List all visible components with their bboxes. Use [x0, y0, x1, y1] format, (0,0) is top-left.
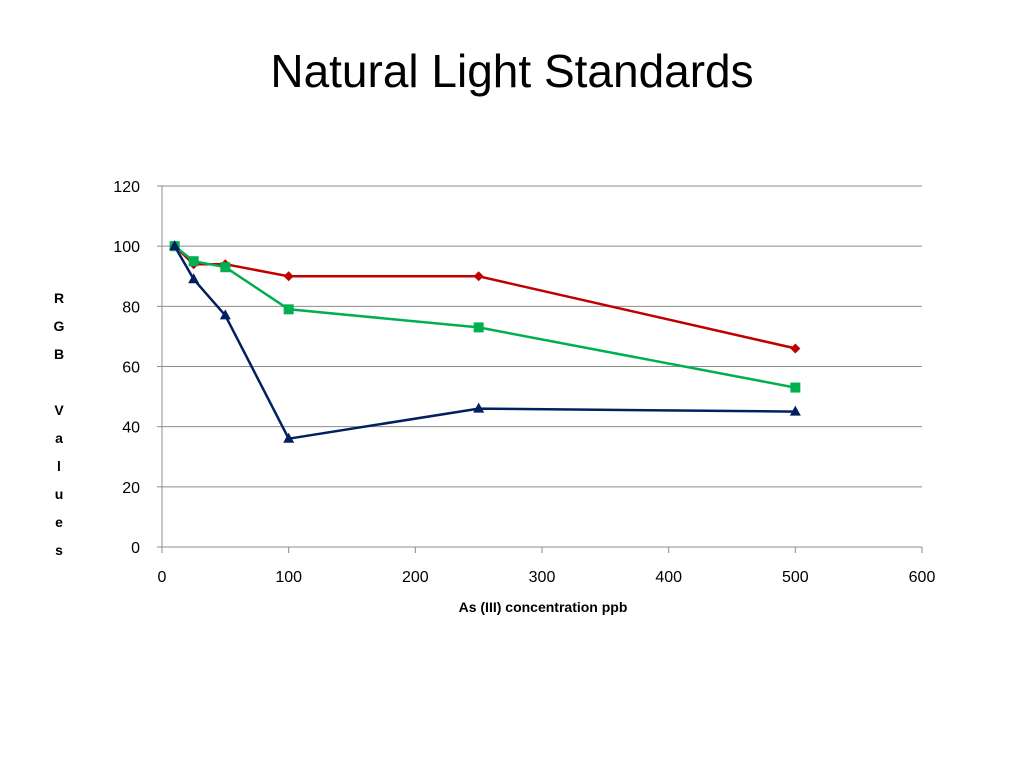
y-axis-title-char: s [55, 542, 63, 558]
y-tick-label: 80 [122, 299, 140, 316]
series-3 [169, 240, 801, 443]
tick-labels: 0 20 40 60 80 100 120 0 100 200 300 400 500 600 [113, 179, 935, 586]
data-point-square [188, 256, 199, 267]
data-point-square [790, 382, 801, 393]
y-tick-label: 20 [122, 480, 140, 497]
y-tick-label: 60 [122, 360, 140, 377]
y-tick-label: 0 [131, 540, 140, 557]
x-tick-label: 600 [909, 569, 936, 586]
x-tick-label: 100 [275, 569, 302, 586]
data-point-square [220, 262, 231, 273]
series-1 [169, 241, 801, 354]
data-point-square [283, 304, 294, 315]
y-axis-title-char: R [54, 290, 64, 306]
data-point-triangle [789, 405, 801, 416]
data-point-diamond [473, 271, 484, 282]
y-tick-label: 40 [122, 420, 140, 437]
series-group [169, 240, 801, 443]
data-point-triangle [219, 309, 231, 320]
x-tick-label: 400 [655, 569, 682, 586]
gridlines [162, 185, 922, 488]
data-point-triangle [188, 273, 200, 284]
y-tick-label: 100 [113, 239, 140, 256]
series-1-line [173, 245, 796, 350]
y-tick-label: 120 [113, 179, 140, 196]
data-point-triangle [169, 240, 181, 251]
data-point-square [473, 322, 484, 333]
data-point-triangle [473, 402, 485, 413]
x-tick-label: 200 [402, 569, 429, 586]
y-axis-title-char: u [55, 486, 64, 502]
x-tick-label: 300 [529, 569, 556, 586]
x-axis-title: As (III) concentration ppb [459, 599, 628, 615]
y-axis-title-char: G [54, 318, 65, 334]
data-point-diamond [790, 343, 801, 354]
series-2 [169, 241, 801, 393]
x-tick-label: 0 [158, 569, 167, 586]
axes [157, 185, 923, 553]
data-point-triangle [283, 432, 295, 443]
data-point-diamond [283, 271, 294, 282]
y-axis-title-char: a [55, 430, 63, 446]
x-tick-label: 500 [782, 569, 809, 586]
series-3-line [173, 245, 796, 440]
y-axis-title-char: l [57, 458, 61, 474]
y-axis-title-char: e [55, 514, 63, 530]
y-axis-title-char: V [54, 402, 64, 418]
y-axis-title-char: B [54, 346, 64, 362]
slide-title: Natural Light Standards [270, 45, 754, 97]
